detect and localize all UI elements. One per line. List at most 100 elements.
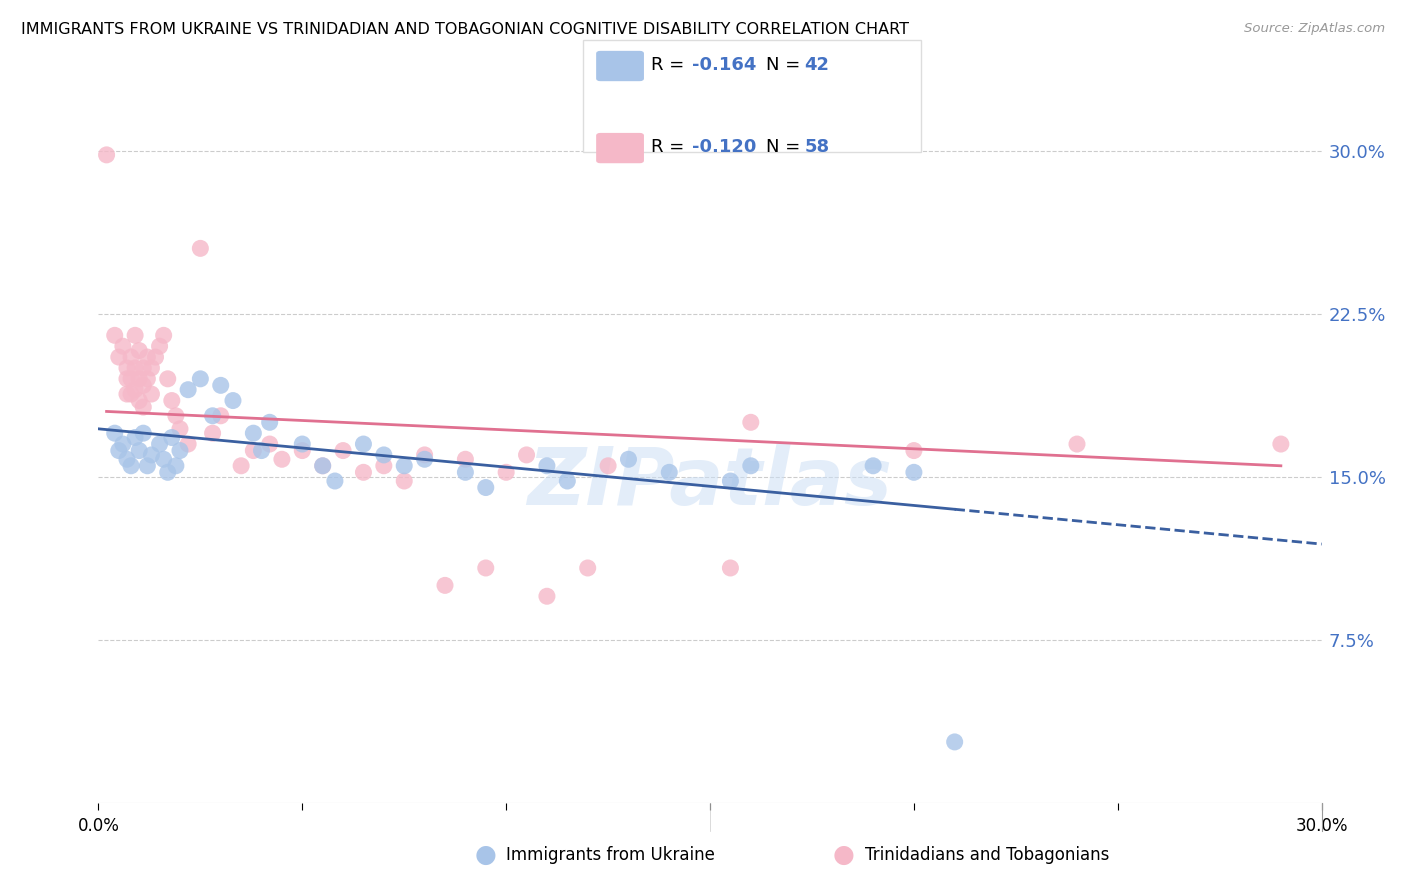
- Point: [740, 458, 762, 473]
- Point: [141, 360, 163, 375]
- Point: [474, 481, 498, 495]
- Point: [108, 350, 131, 364]
- Point: [720, 561, 742, 575]
- Point: [454, 466, 477, 480]
- Point: [291, 437, 314, 451]
- Point: [270, 452, 294, 467]
- Point: [576, 561, 599, 575]
- Point: [120, 350, 142, 364]
- Point: [392, 458, 416, 473]
- Point: [177, 383, 200, 397]
- Point: [720, 474, 742, 488]
- Point: [96, 148, 118, 162]
- Point: [156, 372, 179, 386]
- Point: [903, 466, 925, 480]
- Text: 58: 58: [804, 138, 830, 156]
- Point: [434, 578, 457, 592]
- Point: [136, 350, 159, 364]
- Point: [291, 443, 314, 458]
- Point: [454, 452, 477, 467]
- Point: [128, 443, 150, 458]
- Point: [136, 458, 159, 473]
- Point: [201, 409, 224, 423]
- Point: [201, 426, 224, 441]
- Point: [188, 372, 212, 386]
- Point: [165, 458, 187, 473]
- Text: Source: ZipAtlas.com: Source: ZipAtlas.com: [1244, 22, 1385, 36]
- Point: [259, 415, 281, 429]
- Point: [104, 328, 127, 343]
- Point: [392, 474, 416, 488]
- Text: ●: ●: [832, 843, 855, 866]
- Text: Trinidadians and Tobagonians: Trinidadians and Tobagonians: [865, 846, 1109, 863]
- Point: [169, 422, 191, 436]
- Point: [132, 400, 155, 414]
- Point: [104, 426, 127, 441]
- Point: [115, 360, 138, 375]
- Point: [598, 458, 620, 473]
- Point: [516, 448, 538, 462]
- Point: [128, 393, 150, 408]
- Point: [188, 241, 212, 255]
- Point: [231, 458, 253, 473]
- Point: [145, 350, 167, 364]
- Point: [111, 339, 134, 353]
- Point: [617, 452, 640, 467]
- Point: [536, 458, 558, 473]
- Point: [120, 458, 142, 473]
- Point: [250, 443, 273, 458]
- Text: IMMIGRANTS FROM UKRAINE VS TRINIDADIAN AND TOBAGONIAN COGNITIVE DISABILITY CORRE: IMMIGRANTS FROM UKRAINE VS TRINIDADIAN A…: [21, 22, 910, 37]
- Point: [141, 387, 163, 401]
- Point: [222, 393, 245, 408]
- Point: [156, 466, 179, 480]
- Point: [474, 561, 498, 575]
- Point: [943, 735, 966, 749]
- Point: [136, 372, 159, 386]
- Point: [658, 466, 681, 480]
- Point: [111, 437, 134, 451]
- Text: 42: 42: [804, 56, 830, 74]
- Text: ●: ●: [474, 843, 496, 866]
- Point: [373, 448, 395, 462]
- Point: [165, 409, 187, 423]
- Point: [209, 378, 232, 392]
- Point: [323, 474, 346, 488]
- Y-axis label: Cognitive Disability: Cognitive Disability: [0, 375, 8, 535]
- Point: [169, 443, 191, 458]
- Point: [536, 589, 558, 603]
- Point: [124, 328, 146, 343]
- Point: [332, 443, 354, 458]
- Point: [259, 437, 281, 451]
- Text: N =: N =: [766, 138, 806, 156]
- Point: [152, 452, 174, 467]
- Point: [149, 437, 172, 451]
- Point: [132, 426, 155, 441]
- Point: [373, 458, 395, 473]
- Point: [242, 426, 264, 441]
- Point: [120, 372, 142, 386]
- Point: [495, 466, 517, 480]
- Point: [141, 448, 163, 462]
- Point: [152, 328, 174, 343]
- Point: [160, 431, 183, 445]
- Point: [1270, 437, 1292, 451]
- Point: [149, 339, 172, 353]
- Point: [352, 437, 374, 451]
- Point: [115, 387, 138, 401]
- Point: [352, 466, 374, 480]
- Point: [124, 360, 146, 375]
- Point: [242, 443, 264, 458]
- Point: [903, 443, 925, 458]
- Text: ZIPatlas: ZIPatlas: [527, 443, 893, 522]
- Point: [557, 474, 579, 488]
- Point: [177, 437, 200, 451]
- Text: N =: N =: [766, 56, 806, 74]
- Point: [209, 409, 232, 423]
- Text: Immigrants from Ukraine: Immigrants from Ukraine: [506, 846, 716, 863]
- Point: [862, 458, 884, 473]
- Point: [312, 458, 335, 473]
- Point: [124, 431, 146, 445]
- Point: [124, 383, 146, 397]
- Text: -0.120: -0.120: [692, 138, 756, 156]
- Point: [312, 458, 335, 473]
